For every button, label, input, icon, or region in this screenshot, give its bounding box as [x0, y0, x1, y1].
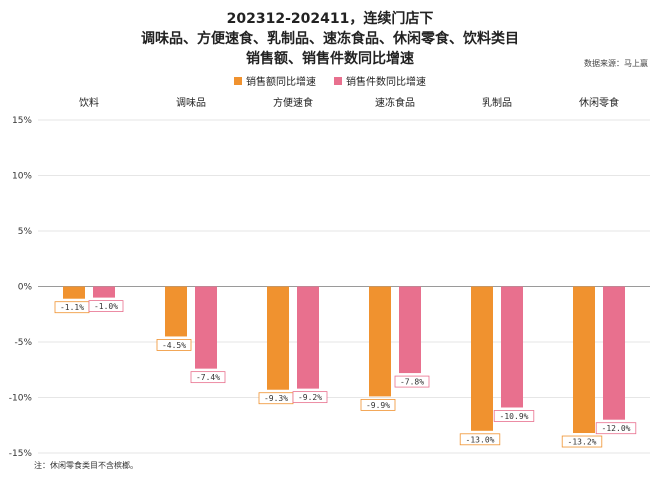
- footnote: 注：休闲零食类目不含槟榔。: [34, 461, 138, 470]
- category-label: 调味品: [176, 97, 206, 109]
- legend-label-units: 销售件数同比增速: [346, 77, 426, 88]
- data-label: -13.2%: [568, 438, 597, 447]
- y-tick-label: -5%: [14, 338, 32, 348]
- legend-item-sales: 销售额同比增速: [234, 73, 316, 88]
- data-label: -7.8%: [400, 378, 424, 387]
- data-label-box: [156, 339, 192, 351]
- legend-swatch-units: [334, 76, 342, 85]
- y-tick-label: 5%: [18, 227, 33, 237]
- data-label: -10.9%: [500, 412, 529, 421]
- data-label: -4.5%: [162, 341, 186, 350]
- bar: [63, 286, 85, 299]
- chart-title-line-3: 销售额、销售件数同比增速: [246, 51, 414, 67]
- y-tick-label: -15%: [9, 449, 33, 459]
- bar: [369, 286, 391, 397]
- bar: [165, 286, 187, 337]
- data-label-box: [292, 391, 328, 404]
- category-label: 速冻食品: [375, 96, 415, 109]
- chart-title-line-2: 调味品、方便速食、乳制品、速冻食品、休闲零食、饮料类目: [141, 31, 519, 47]
- bar: [501, 286, 523, 408]
- bar: [93, 286, 115, 298]
- data-label: -9.3%: [264, 394, 288, 403]
- category-label: 乳制品: [482, 96, 512, 109]
- legend-label-sales: 销售额同比增速: [246, 77, 316, 88]
- category-label: 饮料: [79, 96, 99, 109]
- data-source: 数据来源：马上赢: [584, 59, 648, 68]
- bar: [195, 286, 217, 369]
- data-label: -1.1%: [60, 303, 84, 312]
- data-label-box: [595, 422, 637, 435]
- y-tick-label: -10%: [9, 394, 33, 404]
- y-tick-label: 10%: [12, 172, 32, 182]
- data-label-box: [493, 410, 535, 422]
- bar: [267, 286, 289, 390]
- legend: 销售额同比增速 销售件数同比增速: [0, 73, 660, 88]
- legend-item-units: 销售件数同比增速: [334, 73, 426, 88]
- y-tick-label: 0%: [18, 283, 33, 293]
- data-label-box: [561, 435, 603, 448]
- bar: [573, 286, 595, 434]
- bar: [603, 286, 625, 420]
- data-label-box: [190, 371, 226, 384]
- data-label-box: [360, 398, 396, 411]
- data-label: -13.0%: [466, 435, 495, 444]
- bar: [399, 286, 421, 374]
- bar: [471, 286, 493, 431]
- data-label-box: [88, 300, 124, 313]
- data-label: -12.0%: [602, 424, 631, 433]
- data-label: -9.9%: [366, 401, 390, 410]
- category-label: 休闲零食: [579, 96, 619, 109]
- data-label-box: [394, 375, 430, 388]
- category-label: 方便速食: [273, 96, 313, 109]
- chart-title-line-1: 202312-202411，连续门店下: [226, 11, 434, 27]
- bar: [297, 286, 319, 389]
- data-label: -7.4%: [196, 373, 220, 382]
- legend-swatch-sales: [234, 76, 242, 85]
- data-label: -9.2%: [298, 393, 322, 402]
- y-tick-label: 15%: [12, 116, 32, 126]
- data-label-box: [459, 433, 501, 446]
- data-label: -1.0%: [94, 302, 118, 311]
